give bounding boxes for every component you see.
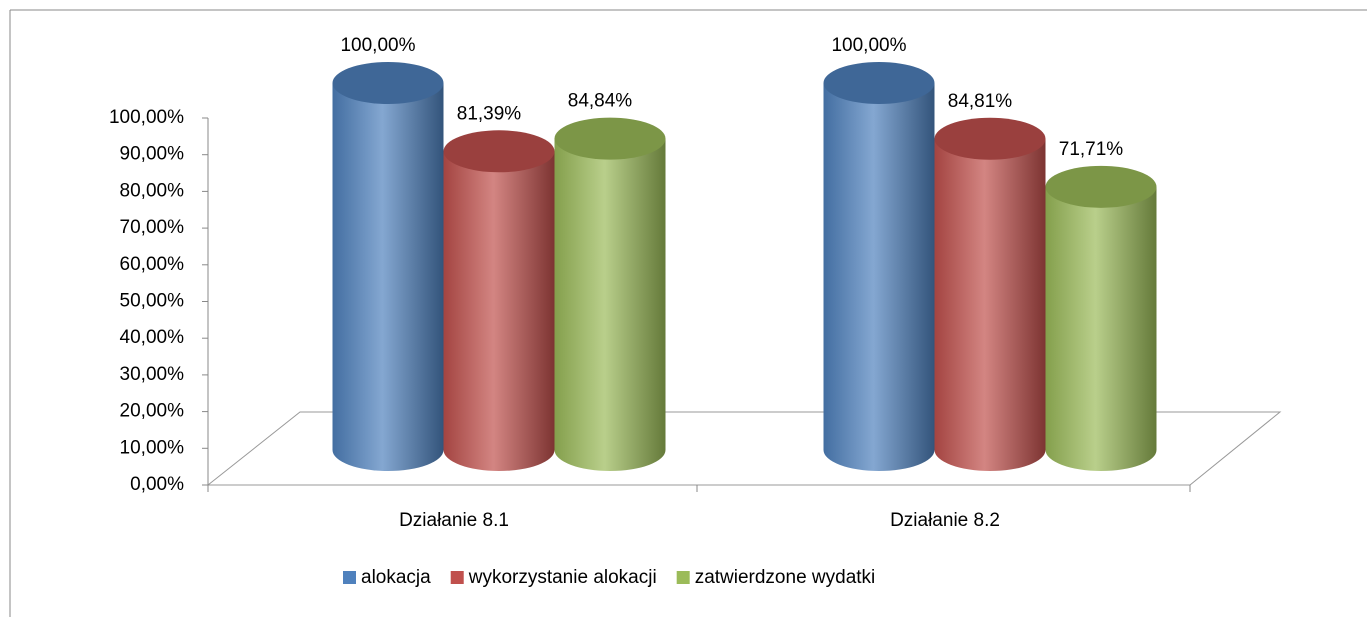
legend-label: alokacja <box>361 567 431 588</box>
floor <box>206 411 1282 486</box>
cylinder-body <box>1045 186 1157 472</box>
y-tick-label: 90,00% <box>120 144 185 165</box>
value-label: 71,71% <box>1059 139 1124 160</box>
cylinder <box>332 62 444 471</box>
y-tick-label: 20,00% <box>120 401 185 422</box>
value-label: 84,84% <box>568 91 633 112</box>
value-label: 84,81% <box>948 91 1013 112</box>
cylinder-top <box>554 117 666 160</box>
cylinder-body <box>934 138 1046 471</box>
y-tick-label: 50,00% <box>120 291 185 312</box>
y-tick-label: 80,00% <box>120 180 185 201</box>
value-label: 100,00% <box>340 35 415 56</box>
cylinder <box>934 117 1046 471</box>
cylinder-top <box>934 117 1046 160</box>
cylinder-top <box>332 62 444 104</box>
cylinder <box>443 130 555 471</box>
legend-label: wykorzystanie alokacji <box>468 567 657 588</box>
cylinder-body <box>443 151 555 471</box>
legend-label: zatwierdzone wydatki <box>695 567 876 588</box>
value-label: 100,00% <box>831 35 906 56</box>
y-tick-label: 10,00% <box>120 437 185 458</box>
value-label: 81,39% <box>457 103 522 124</box>
cylinder-body <box>823 83 935 471</box>
legend-swatch <box>676 571 690 584</box>
cylinder <box>823 62 935 471</box>
legend-swatch <box>450 571 464 584</box>
y-tick-label: 0,00% <box>130 474 184 495</box>
cylinder-top <box>823 62 935 104</box>
y-tick-label: 30,00% <box>120 364 185 385</box>
cylinder-top <box>443 130 555 173</box>
legend-swatch <box>343 571 356 584</box>
cylinder-body <box>554 138 666 471</box>
cylinder <box>1045 165 1157 472</box>
cylinder-top <box>1045 165 1157 208</box>
y-tick-label: 70,00% <box>120 217 185 238</box>
y-tick-label: 60,00% <box>120 254 185 275</box>
cylinder-body <box>332 83 444 471</box>
cylinder <box>554 117 666 471</box>
x-tick-label: Działanie 8.1 <box>399 510 509 531</box>
y-tick-label: 100,00% <box>109 107 184 128</box>
x-tick-label: Działanie 8.2 <box>890 510 1000 531</box>
y-tick-label: 40,00% <box>120 327 185 348</box>
